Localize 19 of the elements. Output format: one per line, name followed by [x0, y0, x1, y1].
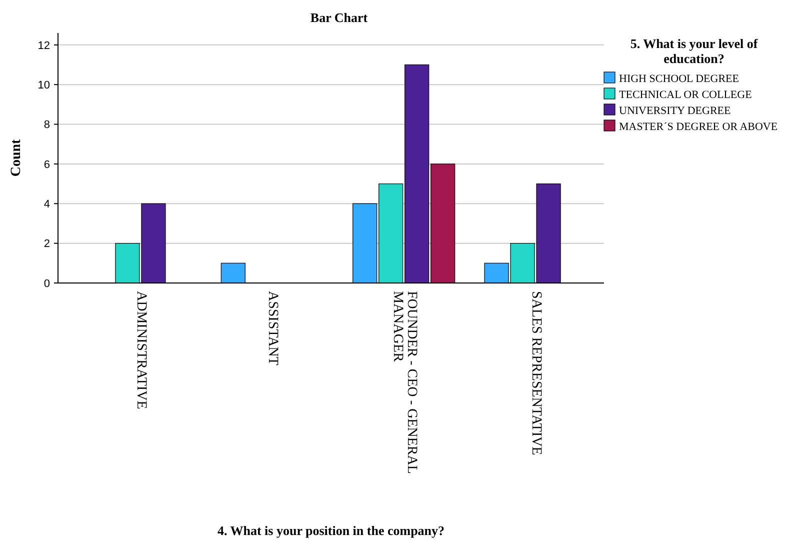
x-axis-title: 4. What is your position in the company?: [217, 523, 445, 538]
legend-title: 5. What is your level of education?: [630, 36, 758, 66]
chart-title: Bar Chart: [310, 10, 368, 25]
x-tick-label: SALES REPRESENTATIVE: [528, 291, 544, 456]
y-tick-label: 12: [38, 40, 50, 52]
y-tick-label: 10: [38, 79, 50, 92]
x-tick-label: ASSISTANT: [264, 291, 280, 366]
legend-label: TECHNICAL OR COLLEGE: [619, 88, 752, 101]
legend-label: UNIVERSITY DEGREE: [619, 104, 731, 117]
y-tick-label: 2: [44, 238, 50, 250]
y-tick-label: 0: [44, 278, 50, 290]
y-tick-label: 4: [44, 198, 50, 210]
legend-label: MASTER´S DEGREE OR ABOVE: [619, 120, 778, 133]
legend-label: HIGH SCHOOL DEGREE: [619, 72, 740, 85]
x-tick-label: ADMINISTRATIVE: [133, 291, 148, 410]
y-tick-label: 6: [44, 158, 50, 171]
y-axis-title: Count: [9, 138, 24, 177]
x-tick-label: FOUNDER - CEO - GENERAL MANAGER: [390, 291, 419, 474]
y-tick-label: 8: [44, 119, 50, 132]
